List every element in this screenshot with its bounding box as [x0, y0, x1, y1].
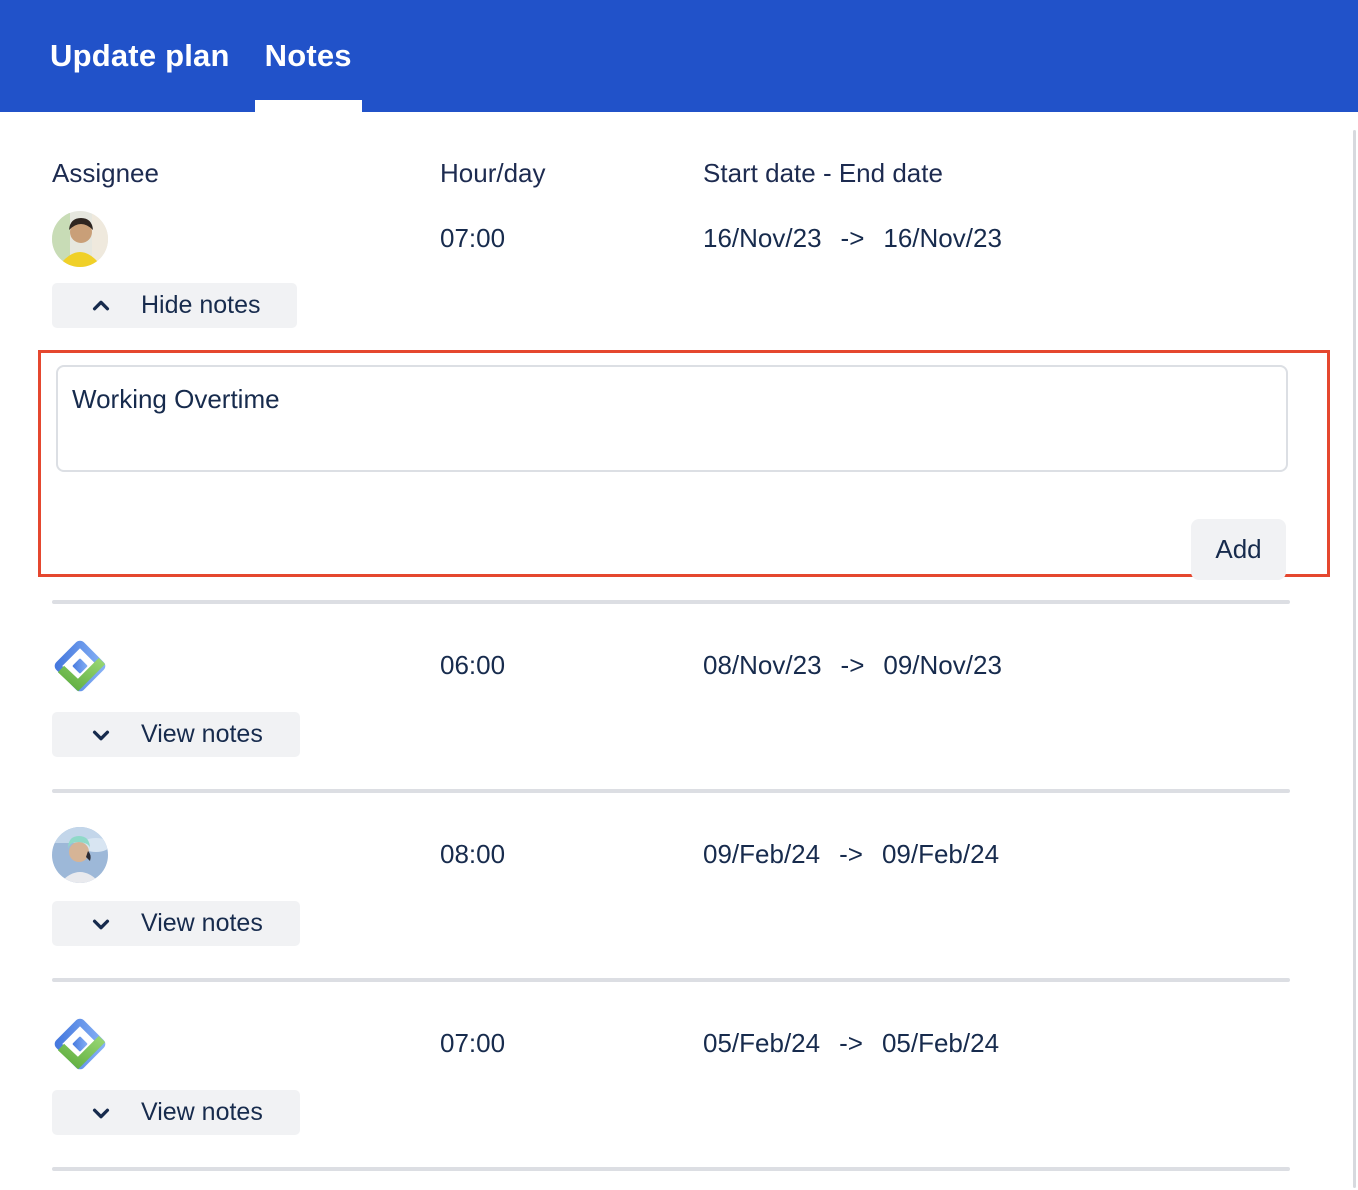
- chevron-up-icon: [92, 300, 110, 310]
- tab-notes[interactable]: Notes: [254, 0, 362, 112]
- chevron-down-icon: [92, 919, 110, 929]
- table-column-headers: Assignee Hour/day Start date - End date: [52, 158, 1358, 189]
- date-arrow: ->: [839, 839, 863, 869]
- chevron-down-icon: [92, 1108, 110, 1118]
- view-notes-label: View notes: [141, 1098, 263, 1126]
- hide-notes-button[interactable]: Hide notes: [52, 283, 297, 328]
- date-range-value: 05/Feb/24 -> 05/Feb/24: [703, 1016, 1358, 1059]
- tab-update-plan-label: Update plan: [50, 38, 230, 73]
- start-date: 16/Nov/23: [703, 223, 822, 253]
- view-notes-button[interactable]: View notes: [52, 712, 300, 757]
- view-notes-button[interactable]: View notes: [52, 901, 300, 946]
- active-tab-underline: [254, 100, 362, 112]
- end-date: 05/Feb/24: [881, 1028, 1000, 1058]
- plan-row-2: 06:00 08/Nov/23 -> 09/Nov/23 View notes: [0, 638, 1358, 757]
- hour-per-day-value: 07:00: [440, 1028, 506, 1058]
- view-notes-button[interactable]: View notes: [52, 1090, 300, 1135]
- date-range-value: 09/Feb/24 -> 09/Feb/24: [703, 827, 1358, 870]
- date-arrow: ->: [840, 650, 865, 680]
- chevron-down-icon: [92, 730, 110, 740]
- add-note-button[interactable]: Add: [1191, 519, 1286, 580]
- start-date: 05/Feb/24: [703, 1028, 821, 1058]
- hour-per-day-value: 08:00: [440, 839, 506, 869]
- hour-per-day-value: 06:00: [440, 650, 506, 680]
- team-check-diamond-icon: [54, 640, 106, 692]
- tab-update-plan[interactable]: Update plan: [40, 0, 240, 112]
- assignee-cell: [52, 1016, 440, 1072]
- column-header-date-range: Start date - End date: [703, 158, 943, 188]
- note-text-input[interactable]: Working Overtime: [56, 365, 1288, 472]
- row-divider: [52, 1167, 1290, 1171]
- view-notes-label: View notes: [141, 909, 263, 937]
- view-notes-label: View notes: [141, 720, 263, 748]
- hour-per-day-value: 07:00: [440, 223, 506, 253]
- assignee-cell: [52, 211, 440, 267]
- end-date: 09/Nov/23: [883, 650, 1002, 680]
- date-range-value: 08/Nov/23 -> 09/Nov/23: [703, 638, 1358, 681]
- user-photo-avatar: [52, 827, 108, 883]
- end-date: 09/Feb/24: [881, 839, 1000, 869]
- plan-row-3: 08:00 09/Feb/24 -> 09/Feb/24 View notes: [0, 827, 1358, 946]
- vertical-scrollbar[interactable]: [1353, 130, 1356, 1188]
- tab-notes-label: Notes: [264, 38, 352, 73]
- team-check-diamond-icon: [54, 1018, 106, 1070]
- start-date: 08/Nov/23: [703, 650, 822, 680]
- plan-row-1: 07:00 16/Nov/23 -> 16/Nov/23 Hide notes …: [0, 211, 1358, 580]
- start-date: 09/Feb/24: [703, 839, 821, 869]
- assignee-cell: [52, 638, 440, 694]
- user-photo-avatar: [52, 211, 108, 267]
- row-divider: [52, 600, 1290, 604]
- notes-editor-panel-highlighted: Working Overtime Add: [38, 350, 1330, 580]
- column-header-assignee: Assignee: [52, 158, 159, 188]
- assignee-cell: [52, 827, 440, 883]
- app-header: Update plan Notes: [0, 0, 1358, 112]
- column-header-hour-day: Hour/day: [440, 158, 546, 188]
- row-divider: [52, 789, 1290, 793]
- date-arrow: ->: [839, 1028, 863, 1058]
- hide-notes-label: Hide notes: [141, 291, 261, 319]
- row-divider: [52, 978, 1290, 982]
- date-range-value: 16/Nov/23 -> 16/Nov/23: [703, 211, 1358, 254]
- plan-row-4: 07:00 05/Feb/24 -> 05/Feb/24 View notes: [0, 1016, 1358, 1135]
- date-arrow: ->: [840, 223, 865, 253]
- end-date: 16/Nov/23: [883, 223, 1002, 253]
